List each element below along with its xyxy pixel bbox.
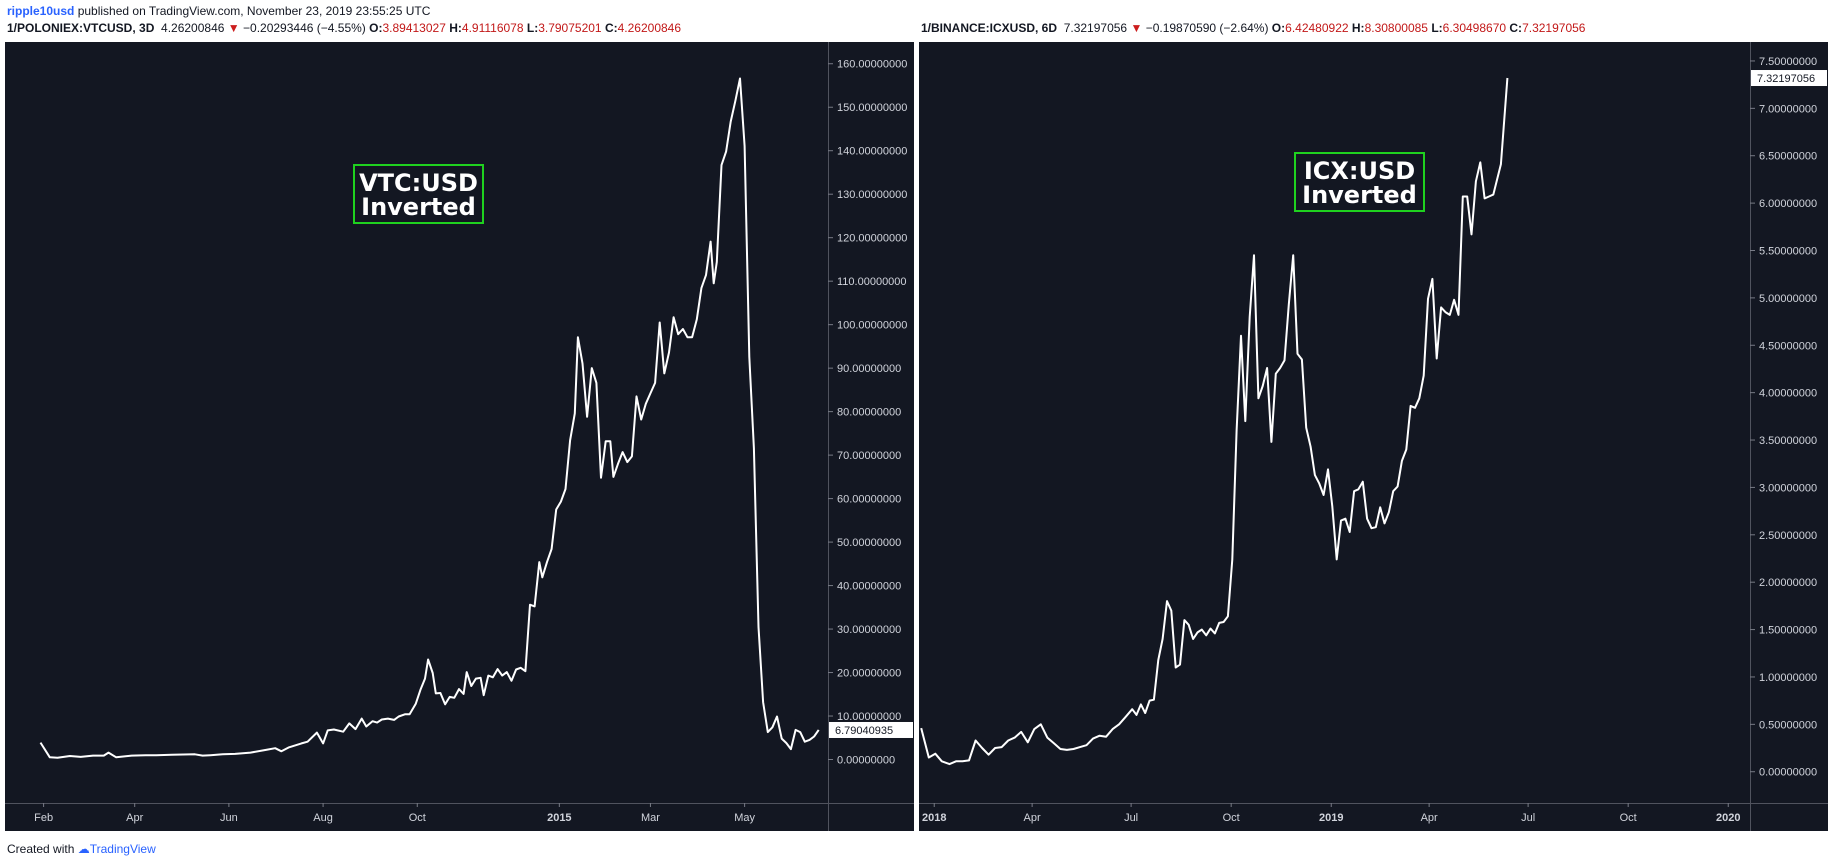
x-tick-label: Mar	[641, 812, 660, 824]
y-tick-label: 30.00000000	[837, 624, 901, 636]
left-close: 4.26200846	[617, 21, 682, 35]
footer: Created with ☁TradingView	[7, 842, 156, 856]
left-symbol-line: 1/POLONIEX:VTCUSD, 3D 4.26200846 ▼ −0.20…	[7, 21, 682, 35]
y-tick-label: 60.00000000	[837, 494, 901, 506]
x-tick-label: Apr	[126, 812, 143, 824]
annotation-text: VTC:USD	[359, 169, 478, 197]
tradingview-logo-icon[interactable]: ☁	[77, 842, 90, 856]
y-tick-label: 5.50000000	[1759, 245, 1817, 257]
down-arrow-icon: ▼	[1130, 21, 1143, 35]
x-tick-label: Jun	[220, 812, 238, 824]
chart-background	[5, 42, 914, 831]
x-tick-label: 2019	[1319, 812, 1343, 824]
created-with-text: Created with	[7, 842, 75, 856]
chart-background	[919, 42, 1828, 831]
y-tick-label: 4.50000000	[1759, 340, 1817, 352]
chart-svg-icx[interactable]: 0.00000000 0.50000000 1.00000000 1.50000000…	[919, 42, 1828, 831]
y-tick-label: 7.00000000	[1759, 103, 1817, 115]
y-tick-label: 0.00000000	[837, 755, 895, 767]
y-tick-label: 4.00000000	[1759, 388, 1817, 400]
y-tick-label: 1.50000000	[1759, 625, 1817, 637]
annotation-text: Inverted	[361, 193, 476, 221]
right-symbol: 1/BINANCE:ICXUSD, 6D	[921, 21, 1058, 35]
x-tick-label: 2018	[922, 812, 946, 824]
x-tick-label: Jul	[1521, 812, 1535, 824]
left-high: 4.91116078	[461, 21, 524, 35]
y-tick-label: 90.00000000	[837, 363, 901, 375]
published-text: published on TradingView.com, November 2…	[77, 4, 431, 18]
y-tick-label: 140.00000000	[837, 146, 907, 158]
x-tick-label: Apr	[1024, 812, 1041, 824]
y-tick-label: 3.50000000	[1759, 435, 1817, 447]
y-tick-label: 0.00000000	[1759, 767, 1817, 779]
publish-info: ripple10usd published on TradingView.com…	[7, 4, 430, 18]
x-tick-label: Apr	[1421, 812, 1438, 824]
x-tick-label: Aug	[313, 812, 333, 824]
y-tick-label: 110.00000000	[837, 276, 907, 288]
right-last-price: 7.32197056	[1063, 21, 1128, 35]
y-tick-label: 70.00000000	[837, 450, 901, 462]
last-price-box	[829, 721, 913, 738]
annotation-box	[1294, 152, 1425, 212]
y-tick-label: 2.00000000	[1759, 577, 1817, 589]
right-change: −0.19870590 (−2.64%)	[1145, 21, 1269, 35]
y-tick-label: 0.50000000	[1759, 719, 1817, 731]
x-tick-label: May	[734, 812, 755, 824]
left-symbol: 1/POLONIEX:VTCUSD, 3D	[7, 21, 155, 35]
right-symbol-line: 1/BINANCE:ICXUSD, 6D 7.32197056 ▼ −0.198…	[921, 21, 1586, 35]
left-low: 3.79075201	[538, 21, 602, 35]
y-tick-label: 120.00000000	[837, 233, 907, 245]
publisher-name[interactable]: ripple10usd	[7, 4, 75, 18]
chart-panel-icx[interactable]: 0.00000000 0.50000000 1.00000000 1.50000000…	[919, 42, 1828, 831]
x-tick-label: Oct	[1620, 812, 1637, 824]
right-close: 7.32197056	[1522, 21, 1586, 35]
x-tick-label: Oct	[409, 812, 426, 824]
tradingview-link[interactable]: TradingView	[89, 842, 156, 856]
y-tick-label: 3.00000000	[1759, 482, 1817, 494]
annotation-text: ICX:USD	[1304, 157, 1415, 185]
right-low: 6.30498670	[1442, 21, 1507, 35]
y-tick-label: 40.00000000	[837, 581, 901, 593]
last-price-box	[1751, 70, 1827, 87]
y-tick-label: 50.00000000	[837, 537, 901, 549]
y-tick-label: 1.00000000	[1759, 672, 1817, 684]
y-tick-label: 7.50000000	[1759, 56, 1817, 68]
annotation-text: Inverted	[1302, 181, 1417, 209]
y-tick-label: 130.00000000	[837, 189, 907, 201]
y-tick-label: 10.00000000	[837, 711, 901, 723]
x-tick-label: 2020	[1716, 812, 1740, 824]
chart-svg-vtc[interactable]: 0.00000000 10.00000000 20.00000000 30.00000…	[5, 42, 914, 831]
left-change: −0.20293446 (−4.55%)	[243, 21, 366, 35]
y-tick-label: 6.50000000	[1759, 151, 1817, 163]
price-series-line	[39, 77, 820, 759]
last-price-label: 7.32197056	[1757, 73, 1815, 85]
y-tick-label: 5.00000000	[1759, 293, 1817, 305]
y-tick-label: 6.00000000	[1759, 198, 1817, 210]
annotation-box	[353, 164, 484, 224]
x-tick-label: 2015	[547, 812, 571, 824]
right-open: 6.42480922	[1285, 21, 1349, 35]
y-tick-label: 150.00000000	[837, 102, 907, 114]
y-tick-label: 20.00000000	[837, 668, 901, 680]
y-tick-label: 2.50000000	[1759, 530, 1817, 542]
down-arrow-icon: ▼	[227, 21, 240, 35]
x-tick-label: Jul	[1124, 812, 1138, 824]
y-tick-label: 100.00000000	[837, 320, 907, 332]
y-tick-label: 80.00000000	[837, 407, 901, 419]
chart-panel-vtc[interactable]: 0.00000000 10.00000000 20.00000000 30.00000…	[5, 42, 914, 831]
y-tick-label: 160.00000000	[837, 59, 907, 71]
price-series-line	[920, 77, 1509, 766]
right-high: 8.30800085	[1364, 21, 1428, 35]
x-tick-label: Feb	[34, 812, 53, 824]
left-open: 3.89413027	[382, 21, 446, 35]
x-tick-label: Oct	[1223, 812, 1240, 824]
last-price-label: 6.79040935	[835, 725, 893, 737]
left-last-price: 4.26200846	[161, 21, 225, 35]
